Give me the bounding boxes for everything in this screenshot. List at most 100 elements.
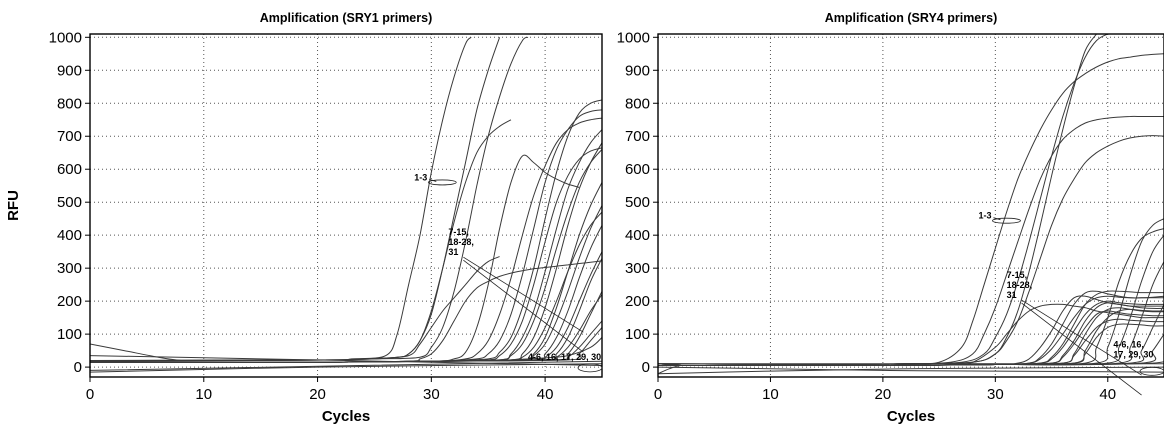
x-tick-label: 20 — [309, 386, 326, 403]
series-line-20 — [90, 258, 602, 363]
series-line-2 — [90, 37, 501, 362]
plot-area-frame — [89, 33, 603, 378]
chart-title: Amplification (SRY4 primers) — [825, 11, 998, 25]
series-line-1 — [658, 53, 1164, 366]
x-tick-label: 40 — [1099, 386, 1116, 403]
y-tick-label: 300 — [625, 260, 650, 277]
y-tick-label: 100 — [625, 326, 650, 343]
y-tick-label: 500 — [57, 194, 82, 211]
series-line-11 — [90, 147, 602, 363]
series-line-26 — [658, 366, 1164, 373]
leader-line — [1021, 302, 1142, 396]
series-line-21 — [90, 294, 602, 363]
series-line-24 — [658, 353, 1164, 367]
plot-area-frame — [657, 33, 1164, 378]
series-line-8 — [90, 117, 602, 363]
grid — [658, 34, 1164, 377]
series-line-6 — [90, 260, 602, 363]
x-tick-label: 30 — [423, 386, 440, 403]
y-tick-label: 600 — [625, 161, 650, 178]
x-tick-label: 0 — [654, 386, 662, 403]
series-line-16 — [90, 182, 602, 363]
y-tick-label: 100 — [57, 326, 82, 343]
annotation-label: 4-6, 16, 17, 29, 30 — [528, 352, 601, 362]
x-axis-title: Cycles — [322, 408, 370, 425]
series-line-28 — [90, 363, 602, 373]
series-line-27 — [658, 363, 1164, 375]
group-ellipse — [427, 179, 457, 186]
series-group — [658, 34, 1164, 375]
series-line-2 — [658, 115, 1164, 366]
annotation-label: 1-3 — [978, 211, 991, 221]
x-axis-title: Cycles — [887, 408, 935, 425]
series-line-6 — [658, 303, 1164, 367]
series-line-15 — [658, 318, 1164, 367]
series-group — [90, 36, 602, 373]
y-tick-label: 0 — [74, 359, 82, 376]
y-tick-label: 0 — [642, 359, 650, 376]
series-line-13 — [90, 149, 602, 363]
series-line-29 — [90, 343, 182, 361]
series-line-22 — [90, 291, 602, 363]
annotation-label: 1-3 — [414, 172, 427, 182]
chart-title: Amplification (SRY1 primers) — [260, 11, 433, 25]
series-line-7 — [90, 154, 580, 363]
series-line-27 — [90, 360, 602, 371]
series-line-9 — [90, 109, 602, 363]
series-line-11 — [658, 300, 1164, 367]
y-tick-label: 600 — [57, 161, 82, 178]
y-tick-label: 400 — [625, 227, 650, 244]
annotation-label: 7-15, 18-28, 31 — [1007, 270, 1033, 300]
x-tick-label: 40 — [537, 386, 554, 403]
chart-panel-1: Amplification (SRY1 primers)0 10 20 30 40010… — [5, 11, 603, 425]
series-line-18 — [90, 225, 602, 363]
y-axis-title: RFU — [5, 190, 22, 221]
series-line-4 — [90, 36, 529, 361]
series-line-4 — [658, 34, 1097, 366]
chart-panel-2: Amplification (SRY4 primers)0 10 20 30 40010… — [617, 11, 1164, 425]
y-tick-label: 400 — [57, 227, 82, 244]
y-tick-label: 300 — [57, 260, 82, 277]
annotations: 1-3 7-15, 18-28, 31 4-6, 16, 17, 29, 30 — [414, 172, 603, 373]
y-tick-label: 1000 — [617, 29, 650, 46]
series-line-25 — [90, 337, 602, 363]
series-line-14 — [90, 142, 602, 363]
leader-line — [429, 179, 437, 182]
series-line-9 — [658, 295, 1164, 367]
y-tick-label: 800 — [625, 95, 650, 112]
y-tick-label: 500 — [625, 194, 650, 211]
x-tick-label: 10 — [762, 386, 779, 403]
x-tick-label: 10 — [195, 386, 212, 403]
group-ellipse — [992, 217, 1021, 224]
annotations: 1-3 7-15, 18-28, 31 4-6, 16, 17, 29, 30 — [978, 211, 1164, 396]
series-line-13 — [658, 310, 1164, 367]
y-tick-label: 900 — [625, 62, 650, 79]
y-tick-label: 200 — [625, 293, 650, 310]
x-tick-label: 30 — [987, 386, 1004, 403]
leader-line — [993, 217, 1001, 221]
series-line-10 — [90, 99, 602, 363]
series-line-22 — [658, 304, 1164, 367]
group-ellipse — [577, 363, 603, 373]
leader-line — [1021, 299, 1142, 376]
y-tick-label: 900 — [57, 62, 82, 79]
annotation-label: 7-15, 18-28, 31 — [448, 227, 474, 257]
series-line-7 — [658, 295, 1164, 367]
x-tick-label: 0 — [86, 386, 94, 403]
series-line-12 — [90, 129, 602, 363]
x-tick-label: 20 — [875, 386, 892, 403]
series-line-25 — [658, 366, 1164, 375]
grid — [90, 34, 602, 377]
series-line-1 — [90, 36, 472, 362]
leader-line — [463, 256, 584, 333]
y-tick-label: 700 — [625, 128, 650, 145]
series-line-3 — [658, 34, 1110, 366]
group-ellipse — [1139, 366, 1164, 376]
leader-line — [463, 259, 584, 353]
y-tick-label: 700 — [57, 128, 82, 145]
y-tick-label: 200 — [57, 293, 82, 310]
series-line-5 — [90, 256, 500, 362]
y-tick-label: 1000 — [49, 29, 82, 46]
y-tick-label: 800 — [57, 95, 82, 112]
